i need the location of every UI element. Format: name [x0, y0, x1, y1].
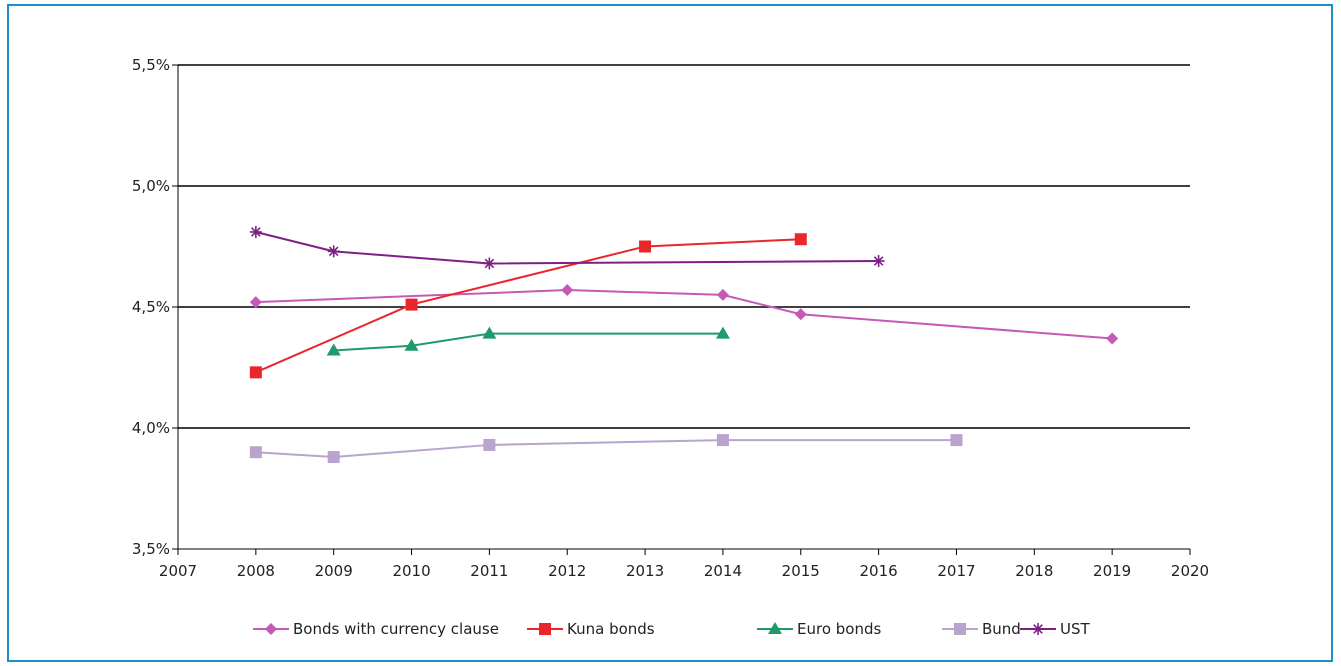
axes: 3,5% 4,0% 4,5% 5,0% 5,5% 2007 2008 2009 2010 2011… — [132, 56, 1209, 580]
data-point — [716, 434, 729, 447]
data-point — [794, 233, 807, 246]
data-point — [327, 245, 340, 258]
data-point — [326, 343, 341, 356]
x-tick-label: 2017 — [937, 562, 975, 580]
data-point — [872, 255, 885, 268]
data-point — [639, 240, 652, 253]
x-tick-label: 2015 — [782, 562, 820, 580]
legend-label: Bonds with currency clause — [293, 620, 499, 638]
series-line — [255, 439, 957, 459]
legend-marker — [1032, 623, 1044, 635]
data-point — [483, 257, 496, 270]
data-point — [249, 366, 262, 379]
legend-item: Bund — [942, 620, 1021, 638]
x-tick-label: 2007 — [159, 562, 197, 580]
x-tick-label: 2012 — [548, 562, 586, 580]
data-point — [405, 298, 418, 311]
data-point — [249, 446, 262, 459]
data-point — [482, 326, 497, 339]
data-point — [716, 288, 729, 301]
y-tick-label: 4,0% — [132, 419, 170, 437]
series-group — [326, 326, 730, 356]
x-tick-label: 2018 — [1015, 562, 1053, 580]
legend-label: Bund — [982, 620, 1021, 638]
data-point — [249, 225, 262, 238]
series-line — [255, 289, 1113, 340]
data-point — [1106, 332, 1119, 345]
x-tick-label: 2020 — [1171, 562, 1209, 580]
legend-item: UST — [1020, 620, 1091, 638]
x-tick-label: 2013 — [626, 562, 664, 580]
x-tick-label: 2016 — [860, 562, 898, 580]
data-point — [483, 438, 496, 451]
series-group — [249, 284, 1119, 345]
data-point — [561, 284, 574, 297]
gridlines — [178, 64, 1190, 429]
legend-label: UST — [1060, 620, 1091, 638]
y-tick-label: 5,0% — [132, 177, 170, 195]
legend-marker — [265, 623, 277, 635]
data-point — [715, 326, 730, 339]
series-group — [249, 233, 807, 379]
y-tick-label: 3,5% — [132, 540, 170, 558]
data-point — [249, 296, 262, 309]
legend-item: Kuna bonds — [527, 620, 655, 638]
legend-label: Kuna bonds — [567, 620, 655, 638]
x-tick-label: 2008 — [237, 562, 275, 580]
legend-marker — [539, 623, 551, 635]
legend-marker — [954, 623, 966, 635]
data-point — [794, 308, 807, 321]
legend-marker — [768, 622, 782, 634]
series-lines — [249, 225, 1119, 464]
x-tick-label: 2010 — [392, 562, 430, 580]
legend-label: Euro bonds — [797, 620, 881, 638]
series-line — [255, 238, 801, 374]
legend-item: Bonds with currency clause — [253, 620, 499, 638]
data-point — [950, 434, 963, 447]
x-tick-label: 2014 — [704, 562, 742, 580]
data-point — [327, 451, 340, 464]
y-tick-label: 4,5% — [132, 298, 170, 316]
x-tick-label: 2019 — [1093, 562, 1131, 580]
x-tick-label: 2011 — [470, 562, 508, 580]
series-group — [249, 225, 885, 270]
x-tick-label: 2009 — [315, 562, 353, 580]
y-tick-label: 5,5% — [132, 56, 170, 74]
series-group — [249, 434, 963, 464]
legend-item: Euro bonds — [757, 620, 881, 638]
data-point — [404, 338, 419, 351]
legend: Bonds with currency clause Kuna bonds Euro… — [253, 620, 1091, 638]
series-line — [255, 231, 879, 265]
series-line — [333, 332, 723, 352]
